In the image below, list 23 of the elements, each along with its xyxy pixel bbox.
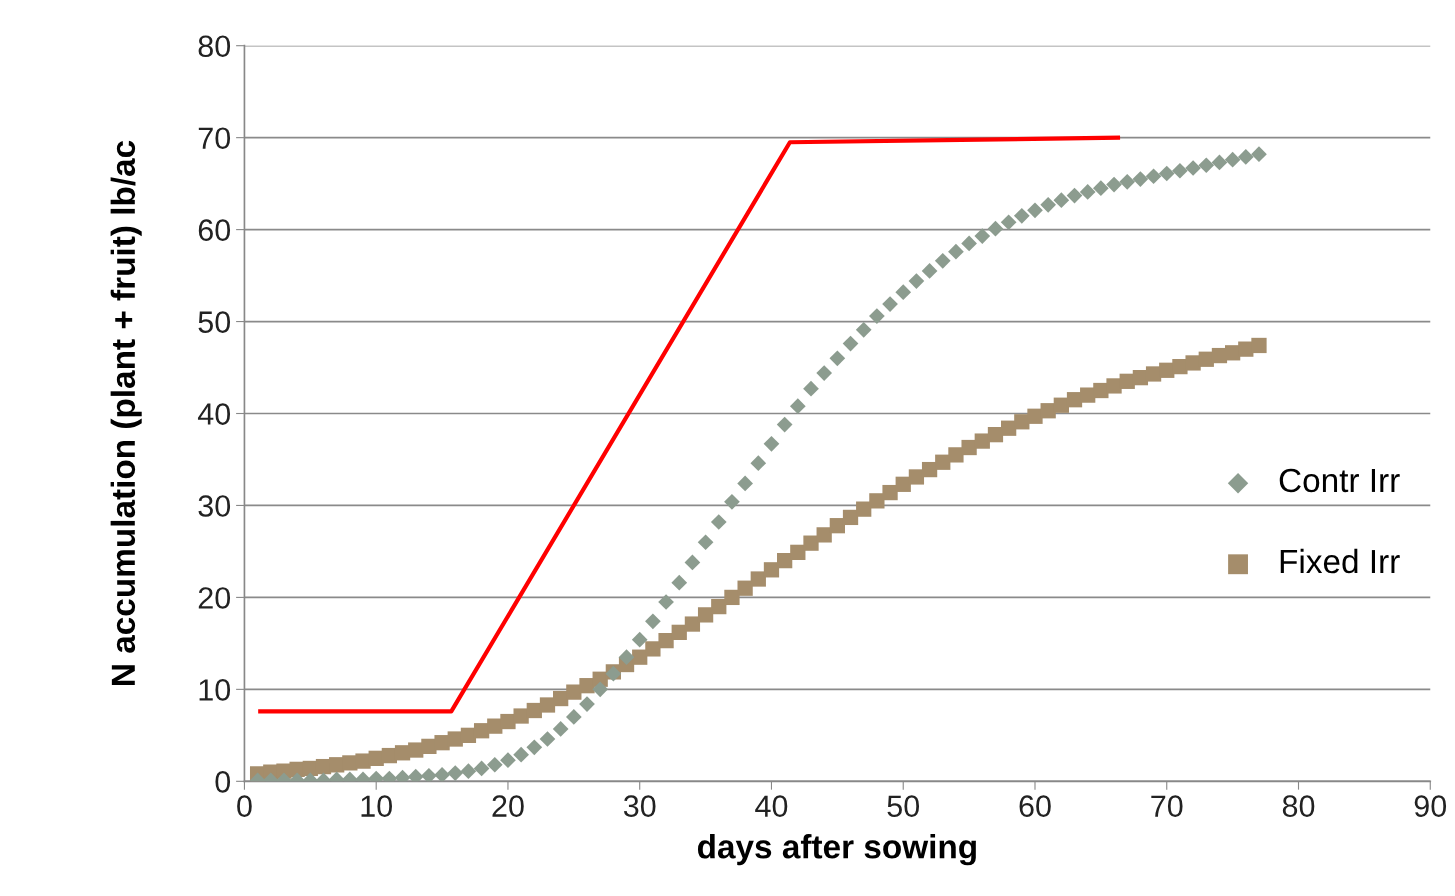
- x-tick-label: 20: [492, 795, 524, 817]
- y-tick-label: 60: [198, 219, 231, 241]
- x-tick-label: 90: [1414, 795, 1447, 817]
- x-tick-label: 60: [1019, 795, 1051, 817]
- legend-label: Fixed Irr: [1280, 548, 1400, 574]
- legend-label: Contr Irr: [1279, 468, 1400, 493]
- y-tick-label: 50: [198, 311, 231, 333]
- x-tick-label: 10: [361, 795, 392, 817]
- y-tick-label: 70: [198, 127, 231, 150]
- y-axis-title: N accumulation (plant + fruit) lb/ac: [110, 140, 142, 685]
- x-tick-label: 80: [1282, 795, 1315, 817]
- y-tick-label: 20: [198, 587, 231, 609]
- x-tick-label: 50: [887, 795, 920, 817]
- y-tick-label: 10: [199, 679, 231, 701]
- x-tick-label: 40: [755, 795, 788, 817]
- y-tick-label: 80: [198, 35, 231, 58]
- x-tick-label: 30: [623, 795, 656, 817]
- y-tick-label: 0: [215, 771, 231, 793]
- y-tick-label: 30: [198, 495, 231, 517]
- x-tick-label: 0: [237, 795, 252, 817]
- x-axis-title: days after sowing: [697, 834, 976, 866]
- x-tick-label: 70: [1151, 795, 1183, 817]
- y-tick-label: 40: [197, 403, 231, 425]
